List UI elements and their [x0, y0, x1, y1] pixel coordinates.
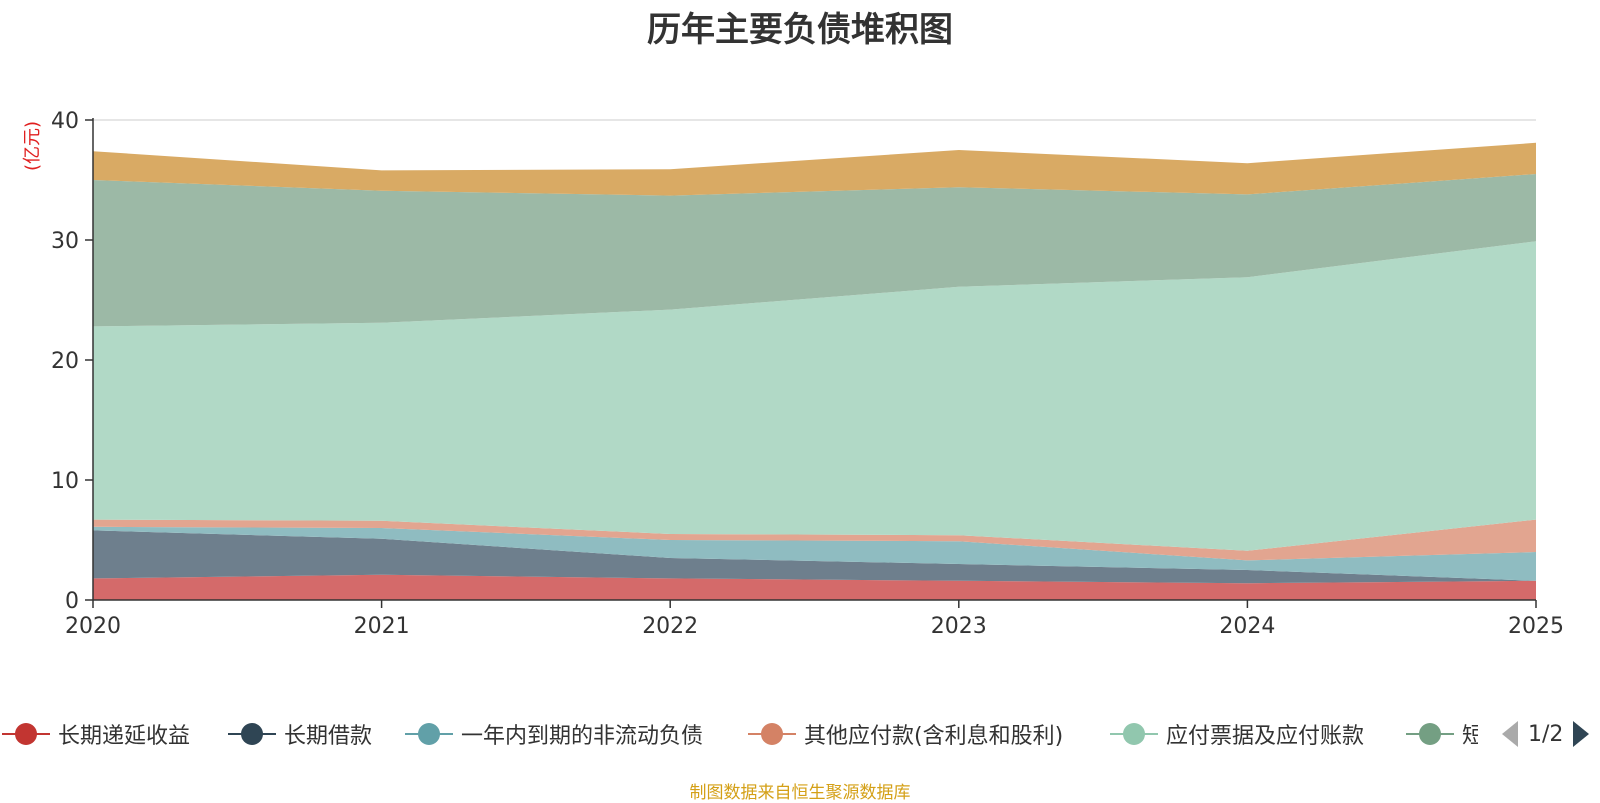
area-series[interactable] [93, 174, 1536, 327]
area-series[interactable] [93, 530, 1536, 584]
legend-label: 应付票据及应付账款 [1166, 724, 1365, 749]
chart-canvas: 0 10 20 30 40 2020 2021 2022 2023 2024 2025 (亿元) [22, 109, 1564, 639]
legend-marker-icon [1406, 723, 1454, 745]
y-tick-label: 30 [51, 229, 79, 254]
y-tick-label: 40 [51, 109, 79, 134]
area-series[interactable] [93, 142, 1536, 196]
area-series[interactable] [93, 526, 1536, 581]
x-tick-label: 2025 [1508, 614, 1564, 639]
x-tick-label: 2022 [642, 614, 698, 639]
legend-label: 一年内到期的非流动负债 [461, 724, 704, 749]
legend-item[interactable]: 长期借款 [228, 716, 372, 752]
x-tick-label: 2024 [1219, 614, 1275, 639]
legend-page-indicator: 1/2 [1528, 721, 1564, 747]
area-series[interactable] [93, 241, 1536, 551]
area-series[interactable] [93, 574, 1536, 600]
x-tick-label: 2020 [65, 614, 121, 639]
legend: 长期递延收益 长期借款 一年内到期的非流动负债 其他应付款(含利息和股利) 应付票据及应… [0, 700, 1478, 770]
y-tick-label: 10 [51, 469, 79, 494]
legend-label: 其他应付款(含利息和股利) [804, 724, 1064, 749]
area-layer [93, 142, 1536, 600]
legend-label: 长期借款 [284, 724, 373, 749]
chart-title: 历年主要负债堆积图 [647, 10, 953, 50]
x-tick-label: 2021 [354, 614, 410, 639]
legend-item[interactable]: 应付票据及应付账款 [1110, 716, 1364, 752]
legend-item[interactable]: 一年内到期的非流动负债 [405, 716, 703, 752]
y-tick-label: 20 [51, 349, 79, 374]
legend-marker-icon [405, 723, 453, 745]
prev-page-icon[interactable] [1500, 719, 1520, 749]
legend-label: 长期递延收益 [58, 724, 191, 749]
area-series[interactable] [93, 519, 1536, 561]
legend-pager: 1/2 [1500, 716, 1591, 752]
legend-marker-icon [1110, 723, 1158, 745]
legend-marker-icon [228, 723, 276, 745]
legend-marker-icon [748, 723, 796, 745]
y-axis-unit-label: (亿元) [22, 121, 43, 171]
legend-marker-icon [2, 723, 50, 745]
legend-label: 短期借款 [1462, 724, 1478, 749]
source-note: 制图数据来自恒生聚源数据库 [689, 783, 911, 803]
axis-layer: 0 10 20 30 40 2020 2021 2022 2023 2024 2025 [51, 109, 1564, 639]
x-tick-label: 2023 [931, 614, 987, 639]
y-tick-label: 0 [65, 589, 79, 614]
next-page-icon[interactable] [1571, 719, 1591, 749]
legend-item[interactable]: 短期借款 [1406, 716, 1478, 752]
legend-item[interactable]: 长期递延收益 [2, 716, 190, 752]
legend-item[interactable]: 其他应付款(含利息和股利) [748, 716, 1063, 752]
